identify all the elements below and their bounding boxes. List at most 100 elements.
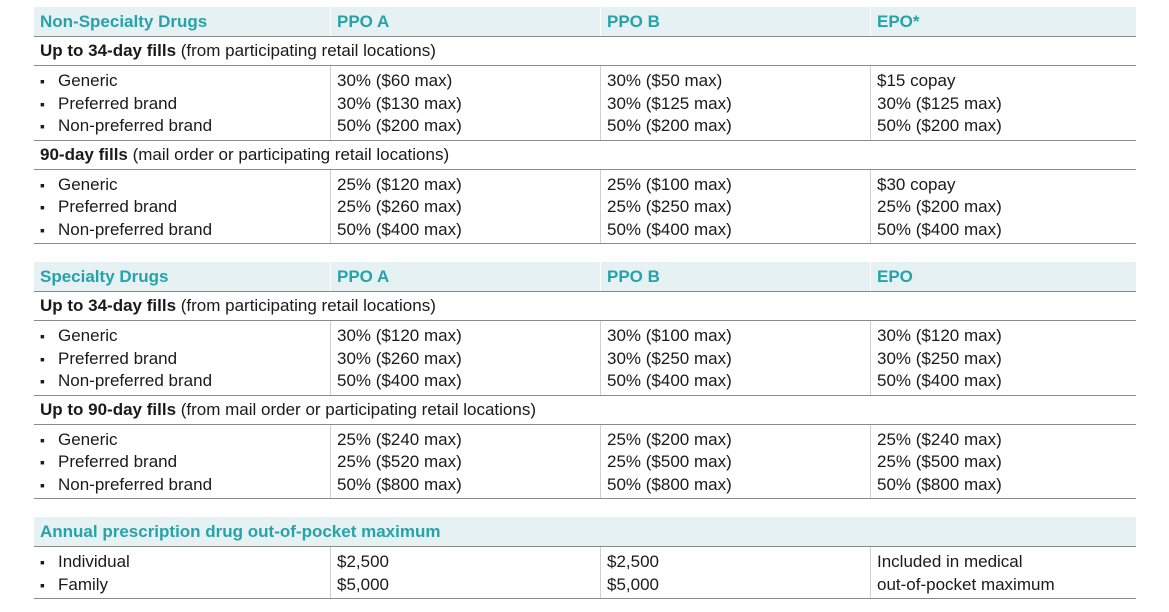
cell-value: 30% ($60 max) xyxy=(337,71,453,90)
cell-value: 25% ($100 max) xyxy=(607,174,732,194)
non-specialty-section: Non-Specialty Drugs PPO A PPO B EPO* Up … xyxy=(34,7,1136,244)
cell-value: 50% ($200 max) xyxy=(337,116,462,135)
group-rows: Generic Preferred brand Non-preferred br… xyxy=(34,65,1136,140)
group-rows: Generic Preferred brand Non-preferred br… xyxy=(34,168,1136,244)
cell-value: $15 copay xyxy=(877,71,956,90)
ppo-a-values: $2,500 $5,000 xyxy=(330,547,600,598)
epo-values: 25% ($240 max) 25% ($500 max) 50% ($800 … xyxy=(870,424,1136,498)
tier-item: Non-preferred brand xyxy=(40,115,330,138)
col-header-ppo-a: PPO A xyxy=(330,7,600,36)
oop-rows: Individual Family $2,500 $5,000 $2,500 $… xyxy=(34,546,1136,599)
cell-value: 25% ($500 max) xyxy=(607,452,732,471)
cell-value: 30% ($125 max) xyxy=(607,93,732,113)
ppo-b-values: 30% ($100 max) 30% ($250 max) 50% ($400 … xyxy=(600,321,870,395)
col-header-ppo-b: PPO B xyxy=(600,7,870,36)
tier-item: Preferred brand xyxy=(40,451,330,474)
group-rows: Generic Preferred brand Non-preferred br… xyxy=(34,423,1136,499)
ppo-b-values: $2,500 $5,000 xyxy=(600,547,870,598)
cell-value: 50% ($400 max) xyxy=(877,219,1002,239)
tier-item: Preferred brand xyxy=(40,196,330,219)
cell-value: $2,500 xyxy=(337,552,389,571)
cell-value: 50% ($400 max) xyxy=(337,371,462,390)
cell-value: 30% ($100 max) xyxy=(607,326,732,345)
cell-value: 50% ($400 max) xyxy=(607,219,732,239)
cell-value: Included in medical xyxy=(877,552,1023,571)
cell-value: 50% ($800 max) xyxy=(877,474,1002,494)
cell-value: 50% ($400 max) xyxy=(607,371,732,390)
tier-item: Generic xyxy=(40,429,330,452)
cell-value: $30 copay xyxy=(877,174,956,194)
cell-value: 30% ($125 max) xyxy=(877,93,1002,113)
ppo-a-values: 30% ($60 max) 30% ($130 max) 50% ($200 m… xyxy=(330,66,600,140)
tier-item: Generic xyxy=(40,174,330,197)
cell-value: 25% ($200 max) xyxy=(877,197,1002,216)
cell-value: $5,000 xyxy=(337,574,389,594)
cell-value: 25% ($240 max) xyxy=(337,429,462,449)
epo-values: Included in medical out-of-pocket maximu… xyxy=(870,547,1136,598)
cell-value: 30% ($130 max) xyxy=(337,93,462,113)
tier-list: Generic Preferred brand Non-preferred br… xyxy=(34,321,330,395)
col-header-epo: EPO* xyxy=(870,7,1136,36)
section-title: Specialty Drugs xyxy=(40,267,169,286)
tier-list: Generic Preferred brand Non-preferred br… xyxy=(34,66,330,140)
cell-value: $5,000 xyxy=(607,574,659,594)
cell-value: 25% ($200 max) xyxy=(607,429,732,449)
drug-coverage-table: Non-Specialty Drugs PPO A PPO B EPO* Up … xyxy=(34,7,1136,599)
tier-item: Non-preferred brand xyxy=(40,370,330,393)
tier-item: Non-preferred brand xyxy=(40,219,330,242)
col-header-epo: EPO xyxy=(870,262,1136,291)
tier-item: Generic xyxy=(40,70,330,93)
specialty-header: Specialty Drugs PPO A PPO B EPO xyxy=(34,262,1136,291)
ppo-a-values: 25% ($240 max) 25% ($520 max) 50% ($800 … xyxy=(330,424,600,498)
ppo-b-values: 25% ($200 max) 25% ($500 max) 50% ($800 … xyxy=(600,424,870,498)
specialty-section: Specialty Drugs PPO A PPO B EPO Up to 34… xyxy=(34,262,1136,499)
group-rows: Generic Preferred brand Non-preferred br… xyxy=(34,320,1136,395)
group-label: Up to 90-day fills (from mail order or p… xyxy=(34,394,1136,424)
cell-value: 25% ($120 max) xyxy=(337,174,462,194)
tier-item: Non-preferred brand xyxy=(40,474,330,497)
group-label: Up to 34-day fills (from participating r… xyxy=(34,36,1136,65)
cell-value: 50% ($200 max) xyxy=(607,116,732,135)
oop-header: Annual prescription drug out-of-pocket m… xyxy=(34,517,1136,546)
cell-value: 30% ($120 max) xyxy=(337,326,462,345)
col-header-ppo-b: PPO B xyxy=(600,262,870,291)
cell-value: 25% ($260 max) xyxy=(337,197,462,216)
tier-item: Preferred brand xyxy=(40,93,330,116)
tier-list: Generic Preferred brand Non-preferred br… xyxy=(34,425,330,499)
tier-item: Preferred brand xyxy=(40,348,330,371)
epo-values: $15 copay 30% ($125 max) 50% ($200 max) xyxy=(870,66,1136,140)
ppo-b-values: 30% ($50 max) 30% ($125 max) 50% ($200 m… xyxy=(600,66,870,140)
cell-value: 30% ($250 max) xyxy=(877,348,1002,368)
tier-item: Individual xyxy=(40,551,330,574)
epo-values: $30 copay 25% ($200 max) 50% ($400 max) xyxy=(870,169,1136,243)
group-label: Up to 34-day fills (from participating r… xyxy=(34,291,1136,320)
tier-list: Generic Preferred brand Non-preferred br… xyxy=(34,170,330,244)
cell-value: 30% ($50 max) xyxy=(607,71,723,90)
cell-value: 25% ($520 max) xyxy=(337,452,462,471)
oop-section: Annual prescription drug out-of-pocket m… xyxy=(34,517,1136,599)
cell-value: 50% ($200 max) xyxy=(877,116,1002,135)
col-header-ppo-a: PPO A xyxy=(330,262,600,291)
epo-values: 30% ($120 max) 30% ($250 max) 50% ($400 … xyxy=(870,321,1136,395)
tier-list: Individual Family xyxy=(34,547,330,598)
tier-item: Generic xyxy=(40,325,330,348)
cell-value: 50% ($800 max) xyxy=(607,474,732,494)
group-label: 90-day fills (mail order or participatin… xyxy=(34,139,1136,169)
ppo-a-values: 30% ($120 max) 30% ($260 max) 50% ($400 … xyxy=(330,321,600,395)
ppo-a-values: 25% ($120 max) 25% ($260 max) 50% ($400 … xyxy=(330,169,600,243)
cell-value: 25% ($250 max) xyxy=(607,197,732,216)
cell-value: 25% ($500 max) xyxy=(877,452,1002,471)
cell-value: 30% ($250 max) xyxy=(607,348,732,368)
cell-value: $2,500 xyxy=(607,552,659,571)
cell-value: 50% ($800 max) xyxy=(337,474,462,494)
cell-value: 30% ($120 max) xyxy=(877,326,1002,345)
section-title: Annual prescription drug out-of-pocket m… xyxy=(40,522,441,541)
cell-value: 50% ($400 max) xyxy=(337,219,462,239)
cell-value: 50% ($400 max) xyxy=(877,371,1002,390)
cell-value: out-of-pocket maximum xyxy=(877,574,1055,594)
cell-value: 25% ($240 max) xyxy=(877,429,1002,449)
section-title: Non-Specialty Drugs xyxy=(40,12,208,31)
cell-value: 30% ($260 max) xyxy=(337,348,462,368)
ppo-b-values: 25% ($100 max) 25% ($250 max) 50% ($400 … xyxy=(600,169,870,243)
tier-item: Family xyxy=(40,574,330,597)
